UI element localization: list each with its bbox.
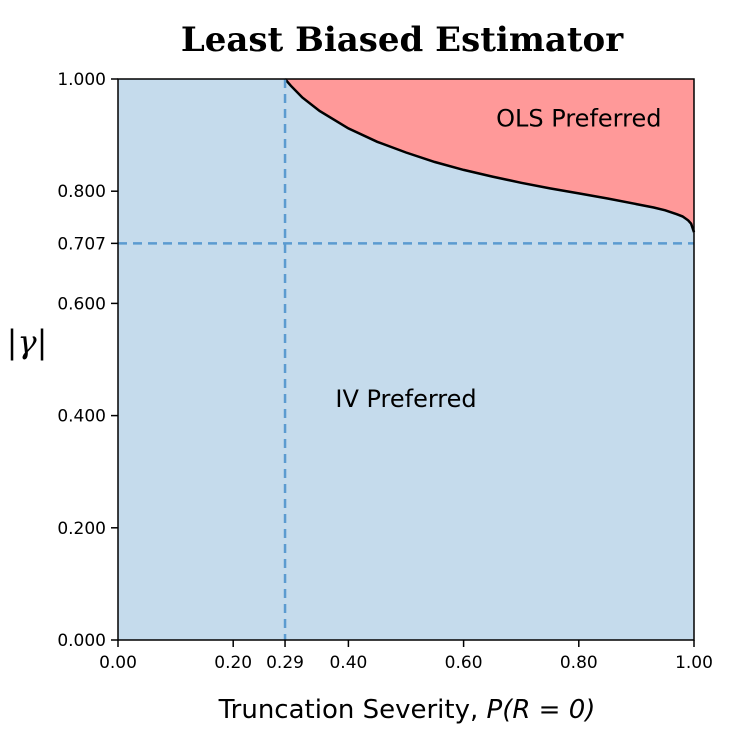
y-tick-label: 0.200 [57, 519, 106, 539]
y-axis-label: |γ| [7, 323, 48, 361]
x-tick-label: 0.40 [329, 653, 367, 673]
x-axis-label: Truncation Severity, P(R = 0) [218, 695, 596, 725]
x-axis-label-math: P(R = 0) [487, 695, 596, 725]
y-axis-ticks: 0.000 0.200 0.400 0.600 0.707 0.800 1.000 [57, 70, 118, 651]
plot-area: OLS Preferred IV Preferred [117, 78, 696, 641]
iv-preferred-label: IV Preferred [335, 385, 476, 413]
y-tick-label: 0.800 [57, 182, 106, 202]
y-tick-label: 0.600 [57, 294, 106, 314]
x-tick-label: 1.00 [675, 653, 713, 673]
boundary-curve [284, 78, 696, 233]
x-tick-label: 0.00 [99, 653, 137, 673]
chart-title: Least Biased Estimator [181, 20, 624, 60]
x-tick-label: 0.29 [266, 653, 304, 673]
y-tick-label: 0.707 [57, 234, 106, 254]
y-tick-label: 0.400 [57, 407, 106, 427]
x-axis-ticks: 0.00 0.20 0.29 0.40 0.60 0.80 1.00 [99, 640, 713, 673]
ols-preferred-label: OLS Preferred [496, 105, 661, 133]
x-tick-label: 0.80 [560, 653, 598, 673]
y-tick-label: 0.000 [57, 631, 106, 651]
plot-frame [117, 78, 695, 641]
ols-preferred-region [285, 79, 694, 233]
x-tick-label: 0.20 [214, 653, 252, 673]
y-tick-label: 1.000 [57, 70, 106, 90]
x-axis-label-text: Truncation Severity, [218, 695, 487, 725]
x-tick-label: 0.60 [445, 653, 483, 673]
